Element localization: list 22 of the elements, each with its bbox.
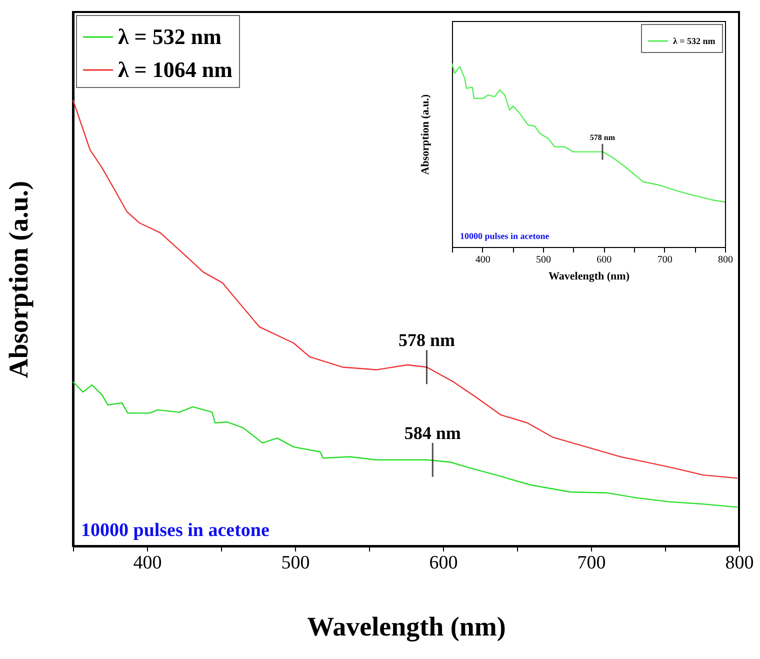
x-tick-label: 800 xyxy=(725,552,754,574)
x-tick-label: 700 xyxy=(577,552,606,574)
annotation: 10000 pulses in acetone xyxy=(81,520,270,541)
legend-label: λ = 532 nm xyxy=(673,36,716,46)
x-tick-label: 800 xyxy=(718,254,733,266)
legend-label: λ = 532 nm xyxy=(118,24,222,49)
annotation: 578 nm xyxy=(590,132,616,142)
x-tick-label: 400 xyxy=(475,254,490,266)
x-axis-title: Wavelength (nm) xyxy=(548,270,630,282)
annotation: 584 nm xyxy=(404,422,461,443)
x-tick-label: 400 xyxy=(133,552,162,574)
x-tick-label: 700 xyxy=(657,254,672,266)
x-tick-label: 600 xyxy=(429,552,458,574)
annotation: 10000 pulses in acetone xyxy=(460,231,550,241)
y-axis-title: Absorption (a.u.) xyxy=(4,180,34,378)
x-tick-label: 500 xyxy=(536,254,551,266)
x-tick-label: 500 xyxy=(281,552,310,574)
x-axis-title: Wavelength (nm) xyxy=(307,612,506,642)
x-tick-label: 600 xyxy=(596,254,612,266)
y-axis-title: Absorption (a.u.) xyxy=(420,94,432,175)
legend-label: λ = 1064 nm xyxy=(118,57,232,82)
annotation: 578 nm xyxy=(398,330,455,350)
